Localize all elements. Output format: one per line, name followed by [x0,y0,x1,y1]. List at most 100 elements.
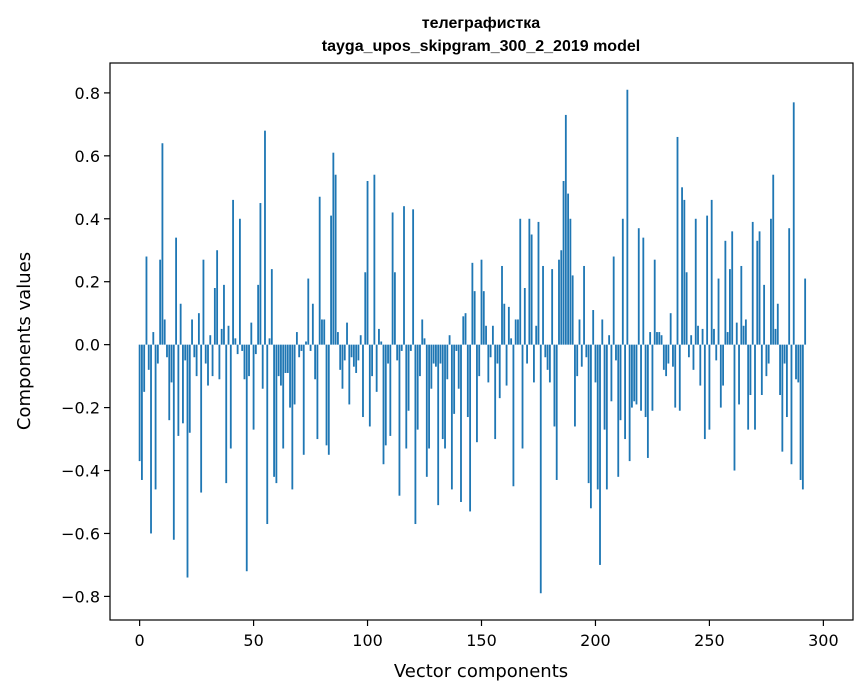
bar [419,344,421,377]
bar [339,344,342,370]
bar [223,284,225,345]
bar [548,344,551,383]
bar [779,344,781,395]
bar [706,215,709,345]
y-axis-label: Components values [14,252,35,430]
bar [423,338,426,345]
bar [197,313,200,345]
bar [678,344,681,411]
bar [653,259,656,345]
bar [371,344,374,377]
bar [589,344,592,509]
bar [375,344,378,392]
bar [147,344,150,370]
bar [444,344,446,449]
bar [298,344,301,358]
bar [439,344,442,364]
bar [523,288,526,345]
bar [489,344,492,358]
bar [560,250,563,345]
bar [658,332,661,345]
bar [266,344,269,525]
bar [216,250,219,345]
bar [608,335,611,345]
bar [389,344,392,436]
bar [229,344,232,449]
y-tick-label: −0.6 [61,524,100,543]
bar [594,344,597,383]
bar [213,288,216,345]
bar [184,344,187,361]
bar [619,344,622,421]
bar [466,344,469,418]
y-tick-label: 0.6 [75,147,100,166]
bar [512,344,515,487]
bar [471,262,474,345]
bar [305,341,307,345]
bar [261,344,264,389]
bar [754,344,756,430]
bar [332,152,335,345]
bar [159,259,162,345]
bar [364,272,367,345]
bar [200,344,203,493]
bar [275,344,278,484]
y-tick-label: −0.4 [61,462,100,481]
x-axis-ticks: 0 50 100 150 200 250 300 [135,620,839,650]
bar [168,344,171,421]
bar [583,265,585,345]
bar [302,344,305,455]
bar [507,306,510,345]
x-tick-label: 50 [243,631,263,650]
bar [790,344,793,465]
bar [478,344,481,377]
bar [674,344,677,408]
bar [576,344,579,377]
bar [624,344,626,440]
bar [708,344,711,430]
bar [291,344,294,490]
bar [273,344,276,477]
bar [428,344,430,449]
bar [350,344,353,358]
bar [337,332,339,345]
bar [195,344,198,377]
bar [601,319,604,345]
bar [252,344,255,430]
bar [578,319,581,345]
x-tick-label: 0 [135,631,145,650]
bar [517,319,519,345]
y-tick-label: 0.0 [75,336,100,355]
bar [334,174,337,345]
bar [357,344,360,361]
bar [765,344,768,377]
bar [533,344,535,383]
bar [551,269,554,345]
chart-title: телеграфистка [422,15,541,32]
bar [437,344,440,506]
bar [384,344,387,446]
bar [747,344,750,430]
x-axis-label: Vector components [394,661,568,682]
bar [526,344,528,364]
bar [626,89,629,345]
bar [731,231,734,345]
bar [170,344,173,383]
bar [152,332,155,345]
bar [646,344,649,458]
bar [713,328,715,345]
bar [501,265,503,345]
bar [186,344,189,578]
bar [710,199,713,345]
bar [382,344,385,465]
bar [352,344,355,367]
y-tick-label: −0.2 [61,399,100,418]
bar [441,344,444,440]
bar [163,319,166,345]
bar [482,291,485,345]
bar [254,344,257,355]
bar [341,344,344,389]
bar [694,218,697,345]
bar [166,344,168,358]
bar [286,344,289,373]
